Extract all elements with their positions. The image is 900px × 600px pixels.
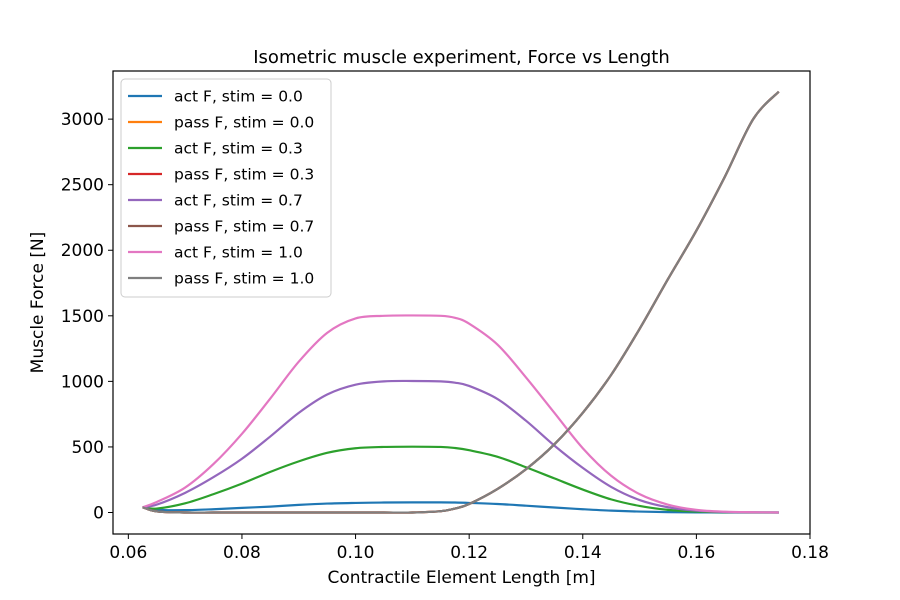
chart-title: Isometric muscle experiment, Force vs Le…: [253, 47, 670, 68]
legend-label: act F, stim = 1.0: [174, 244, 303, 262]
plot-area: [112, 70, 811, 535]
y-tick-label: 500: [72, 438, 104, 458]
x-tick-label: 0.14: [564, 543, 602, 563]
y-tick-label: 1000: [61, 372, 104, 392]
y-axis-label: Muscle Force [N]: [28, 232, 48, 374]
y-tick-label: 0: [93, 503, 104, 523]
x-axis-label: Contractile Element Length [m]: [327, 568, 595, 588]
x-tick-label: 0.08: [223, 543, 261, 563]
series-line-5: [142, 379, 779, 514]
series-lines: [142, 90, 780, 514]
x-tick-label: 0.18: [791, 543, 829, 563]
y-axis-ticks: 0 500 1000 1500 2000 2500 3000: [61, 110, 113, 523]
legend-label: pass F, stim = 0.7: [174, 218, 314, 236]
y-tick-label: 2500: [61, 176, 104, 196]
x-axis-ticks: 0.06 0.08 0.10 0.12 0.14 0.16 0.18: [109, 534, 829, 563]
x-tick-label: 0.16: [677, 543, 715, 563]
legend-label: pass F, stim = 0.3: [174, 166, 314, 184]
x-tick-label: 0.10: [337, 543, 375, 563]
y-tick-label: 1500: [61, 307, 104, 327]
legend-label: act F, stim = 0.3: [174, 140, 303, 158]
plot-frame: [112, 70, 811, 535]
legend: act F, stim = 0.0 pass F, stim = 0.0 act F…: [120, 78, 332, 298]
legend-label: act F, stim = 0.7: [174, 192, 303, 210]
series-line-1: [142, 501, 779, 514]
series-line-7: [142, 314, 779, 514]
series-line-8: [142, 90, 780, 514]
legend-label: pass F, stim = 0.0: [174, 114, 314, 132]
y-tick-label: 2000: [61, 241, 104, 261]
legend-label: act F, stim = 0.0: [174, 88, 303, 106]
series-line-3: [142, 445, 779, 514]
x-tick-label: 0.12: [450, 543, 488, 563]
legend-frame: [120, 78, 332, 298]
legend-label: pass F, stim = 1.0: [174, 270, 314, 288]
x-tick-label: 0.06: [109, 543, 147, 563]
y-tick-label: 3000: [61, 110, 104, 130]
